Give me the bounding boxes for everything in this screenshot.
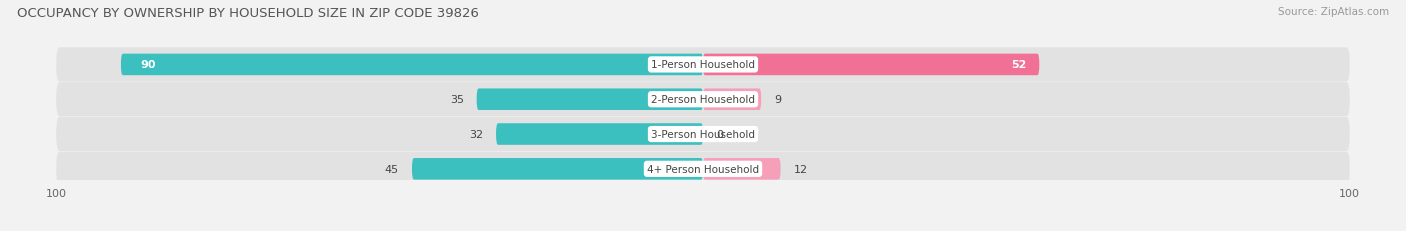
- Text: 12: 12: [793, 164, 807, 174]
- Text: 45: 45: [385, 164, 399, 174]
- FancyBboxPatch shape: [56, 118, 1350, 152]
- FancyBboxPatch shape: [703, 55, 1039, 76]
- Text: 1-Person Household: 1-Person Household: [651, 60, 755, 70]
- FancyBboxPatch shape: [56, 152, 1350, 186]
- FancyBboxPatch shape: [703, 89, 761, 111]
- Text: 0: 0: [716, 129, 723, 140]
- Text: 4+ Person Household: 4+ Person Household: [647, 164, 759, 174]
- FancyBboxPatch shape: [477, 89, 703, 111]
- Text: 52: 52: [1011, 60, 1026, 70]
- Text: 35: 35: [450, 95, 464, 105]
- Text: 32: 32: [470, 129, 484, 140]
- Text: OCCUPANCY BY OWNERSHIP BY HOUSEHOLD SIZE IN ZIP CODE 39826: OCCUPANCY BY OWNERSHIP BY HOUSEHOLD SIZE…: [17, 7, 479, 20]
- Text: 90: 90: [141, 60, 156, 70]
- FancyBboxPatch shape: [56, 83, 1350, 117]
- Text: 2-Person Household: 2-Person Household: [651, 95, 755, 105]
- FancyBboxPatch shape: [412, 158, 703, 180]
- FancyBboxPatch shape: [121, 55, 703, 76]
- FancyBboxPatch shape: [703, 158, 780, 180]
- FancyBboxPatch shape: [496, 124, 703, 145]
- FancyBboxPatch shape: [56, 48, 1350, 82]
- Text: 9: 9: [775, 95, 782, 105]
- Text: Source: ZipAtlas.com: Source: ZipAtlas.com: [1278, 7, 1389, 17]
- Text: 3-Person Household: 3-Person Household: [651, 129, 755, 140]
